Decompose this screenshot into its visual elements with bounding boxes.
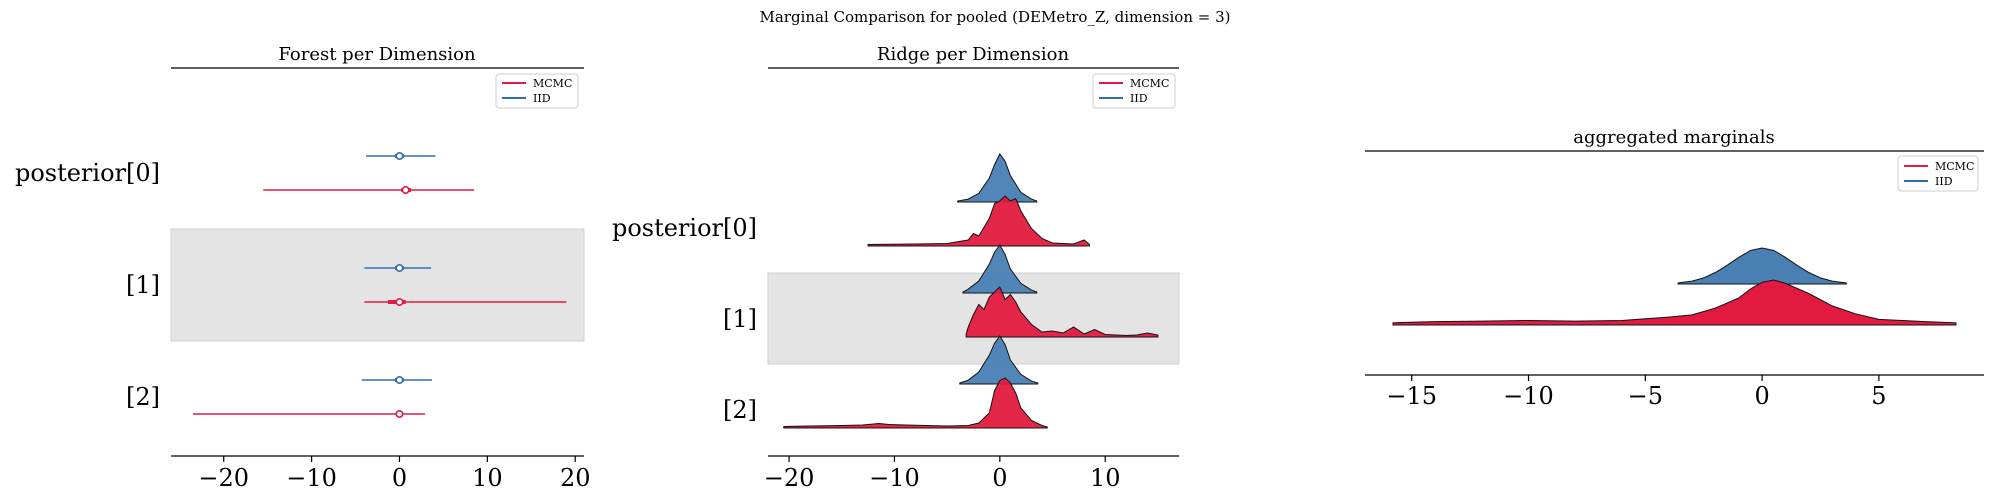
row-bands — [170, 228, 585, 342]
mean-point — [401, 186, 410, 195]
x-ticks: −20 −10 0 10 20 — [198, 456, 590, 492]
legend-iid-label: IID — [1130, 92, 1148, 105]
y-labels: posterior[0] [1] [2] — [15, 159, 160, 411]
shaded-row-band — [170, 228, 585, 342]
legend-mcmc-label: MCMC — [1935, 160, 1974, 173]
x-tick-label: −10 — [286, 464, 337, 492]
y-category-label: [1] — [126, 271, 160, 299]
x-tick-label: 10 — [472, 464, 503, 492]
x-tick-label: 0 — [392, 464, 407, 492]
marks — [783, 153, 1159, 429]
legend-iid-label: IID — [533, 92, 551, 105]
x-tick-label: −10 — [1503, 382, 1554, 410]
y-category-label: [2] — [126, 383, 160, 411]
x-tick-label: 0 — [992, 464, 1007, 492]
y-category-label: [1] — [723, 305, 757, 333]
x-tick-label: −15 — [1386, 382, 1437, 410]
x-tick-label: −20 — [198, 464, 249, 492]
mean-point — [395, 297, 404, 306]
mean-point — [395, 263, 404, 272]
legend: MCMC IID — [1897, 155, 1979, 192]
legend-iid-label: IID — [1935, 175, 1953, 188]
ridge-density — [783, 377, 1048, 429]
forest-panel: Forest per Dimension −20 −10 0 10 20 posteri… — [15, 44, 591, 492]
legend-box — [1897, 155, 1979, 192]
x-tick-label: 0 — [1754, 382, 1769, 410]
mean-point — [395, 409, 404, 418]
legend-mcmc-label: MCMC — [1130, 77, 1169, 90]
density-area — [1392, 279, 1957, 326]
panel-title: Forest per Dimension — [278, 44, 476, 65]
panel-title: Ridge per Dimension — [877, 44, 1070, 65]
mean-point — [395, 152, 404, 161]
ridge-density — [962, 244, 1038, 294]
ridge-density — [957, 153, 1038, 203]
x-tick-label: −5 — [1628, 382, 1663, 410]
x-ticks: −20 −10 0 10 — [764, 456, 1121, 492]
legend-mcmc-label: MCMC — [533, 77, 572, 90]
x-tick-label: 20 — [560, 464, 591, 492]
marks — [1392, 247, 1957, 326]
panel-title: aggregated marginals — [1573, 127, 1774, 148]
y-labels: posterior[0] [1] [2] — [612, 214, 757, 424]
ridge-density — [965, 286, 1159, 338]
ridge-panel: Ridge per Dimension −20 −10 0 10 posterior[… — [612, 44, 1180, 492]
y-category-label: posterior[0] — [15, 159, 160, 187]
marks — [192, 152, 567, 418]
y-category-label: posterior[0] — [612, 214, 757, 242]
mean-point — [395, 375, 404, 384]
legend: MCMC IID — [1092, 73, 1176, 109]
ridge-density — [867, 195, 1090, 247]
x-tick-label: 10 — [1090, 464, 1121, 492]
aggregated-panel: aggregated marginals −15 −10 −5 0 5 MCMC IID — [1365, 127, 1984, 410]
x-tick-label: 5 — [1871, 382, 1886, 410]
x-ticks: −15 −10 −5 0 5 — [1386, 375, 1887, 410]
x-tick-label: −20 — [764, 464, 815, 492]
ridge-density — [959, 335, 1039, 385]
x-tick-label: −10 — [869, 464, 920, 492]
legend: MCMC IID — [495, 73, 579, 109]
figure-suptitle: Marginal Comparison for pooled (DEMetro_… — [759, 8, 1230, 26]
y-category-label: [2] — [723, 396, 757, 424]
density-area — [1677, 247, 1847, 285]
